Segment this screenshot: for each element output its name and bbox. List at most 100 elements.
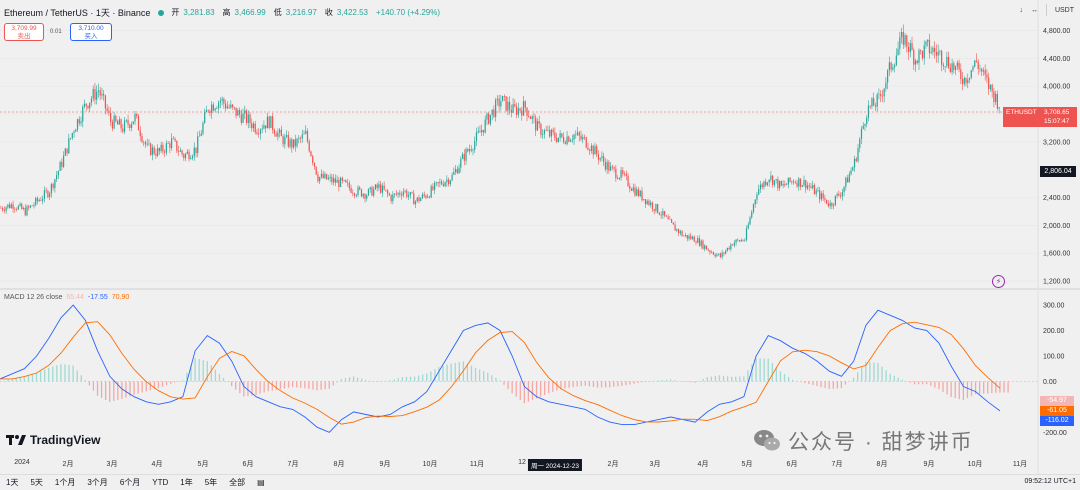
macd-name[interactable]: MACD 12 26 close	[4, 294, 63, 301]
macd-hist-bar	[706, 377, 708, 382]
macd-hist-bar	[836, 381, 838, 389]
calendar-icon[interactable]: ▤	[257, 478, 265, 487]
candle-body	[796, 182, 798, 187]
candle-body	[157, 148, 159, 156]
candle-body	[817, 190, 819, 191]
macd-hist-bar	[92, 381, 95, 391]
candle-body	[111, 121, 113, 129]
candle-body	[711, 252, 713, 253]
candle-body	[238, 110, 241, 115]
macd-hist-bar	[178, 381, 180, 382]
range-1y[interactable]: 1年	[180, 478, 193, 487]
candle-body	[110, 112, 112, 122]
macd-hist-bar	[832, 381, 834, 389]
macd-hist-bar	[995, 381, 997, 393]
candle-body	[972, 66, 974, 71]
range-5d[interactable]: 5天	[30, 478, 43, 487]
tradingview-logo[interactable]: TradingView	[6, 433, 100, 447]
candle-body	[683, 235, 685, 237]
candle-body	[655, 204, 657, 211]
candle-body	[902, 31, 904, 45]
candle-body	[928, 39, 931, 53]
lightning-icon[interactable]: ⚡	[992, 275, 1005, 288]
macd-hist-bar	[426, 373, 428, 382]
range-6m[interactable]: 6个月	[119, 478, 141, 487]
candle-body	[191, 156, 194, 159]
macd-hist-bar	[373, 381, 375, 382]
candle-body	[461, 154, 464, 159]
candle-body	[907, 46, 910, 53]
candle-body	[799, 178, 802, 187]
candle-body	[197, 136, 199, 154]
candle-body	[559, 133, 561, 138]
candle-body	[350, 187, 352, 193]
macd-hist-bar	[190, 365, 192, 382]
candle-body	[780, 181, 782, 186]
candle-body	[721, 252, 723, 258]
candle-body	[794, 182, 796, 184]
candle-body	[456, 169, 458, 174]
macd-hist-bar	[438, 367, 440, 382]
candle-body	[362, 194, 364, 197]
candle-body	[784, 184, 786, 186]
macd-hist-bar	[153, 381, 156, 390]
price-axis[interactable]: 4,800.004,400.004,000.003,600.003,200.00…	[1043, 28, 1070, 286]
candle-body	[158, 148, 161, 152]
candle-body	[925, 41, 927, 46]
candle-body	[150, 143, 152, 156]
candle-body	[573, 134, 575, 140]
buy-button[interactable]: 3,710.00 买入	[70, 23, 112, 41]
sell-button[interactable]: 3,709.99 卖出	[4, 23, 44, 41]
candle-body	[230, 104, 232, 108]
candle-body	[474, 141, 476, 150]
candle-body	[979, 68, 981, 70]
time-tick-label: 10月	[967, 461, 983, 468]
macd-hist-bar	[609, 381, 611, 388]
macd-hist-bar	[816, 381, 818, 387]
macd-hist-bar	[877, 362, 879, 382]
candle-body	[738, 240, 741, 242]
candle-body	[219, 100, 221, 103]
candle-body	[867, 105, 870, 118]
macd-hist-bar	[31, 374, 34, 382]
macd-hist-bar	[702, 379, 704, 382]
candle-body	[662, 211, 664, 216]
candle-body	[313, 162, 316, 167]
macd-hist-bar	[186, 372, 188, 382]
range-5y[interactable]: 5年	[204, 478, 218, 487]
candle-body	[35, 198, 37, 205]
range-ytd[interactable]: YTD	[152, 478, 169, 487]
macd-hist-bar	[641, 381, 643, 383]
candle-body	[723, 252, 725, 254]
candle-body	[420, 198, 422, 202]
candle-body	[190, 158, 192, 160]
expand-icon[interactable]: ↔	[1030, 6, 1038, 14]
symbol-title[interactable]: Ethereum / TetherUS · 1天 · Binance	[4, 8, 151, 18]
high-value: 3,466.99	[234, 8, 266, 17]
candle-body	[252, 123, 255, 129]
candle-body	[627, 175, 629, 186]
clock-display[interactable]: 09:52:12 UTC+1	[1024, 478, 1076, 485]
range-1d[interactable]: 1天	[6, 478, 19, 487]
macd-hist-bar	[686, 381, 688, 382]
macd-hist-bar	[23, 377, 25, 382]
candle-body	[829, 202, 831, 207]
macd-axis[interactable]: 300.00 200.00 100.00 0.00 -200.00	[1043, 303, 1067, 437]
macd-hist-bar	[340, 379, 343, 382]
candle-body	[777, 179, 779, 189]
range-all[interactable]: 全部	[229, 478, 246, 487]
macd-signal-tag: -61.05	[1040, 406, 1074, 416]
download-icon[interactable]: ↓	[1019, 6, 1023, 14]
candle-body	[562, 137, 565, 143]
candle-body	[542, 134, 544, 135]
macd-hist-bar	[336, 381, 338, 383]
range-1m[interactable]: 1个月	[54, 478, 76, 487]
macd-hist-bar	[783, 374, 786, 382]
candle-body	[545, 130, 547, 131]
macd-hist-bar	[88, 381, 91, 386]
macd-hist-bar	[653, 380, 656, 382]
currency-select[interactable]: USDT	[1054, 6, 1074, 14]
range-3m[interactable]: 3个月	[87, 478, 108, 487]
candle-body	[116, 121, 119, 125]
